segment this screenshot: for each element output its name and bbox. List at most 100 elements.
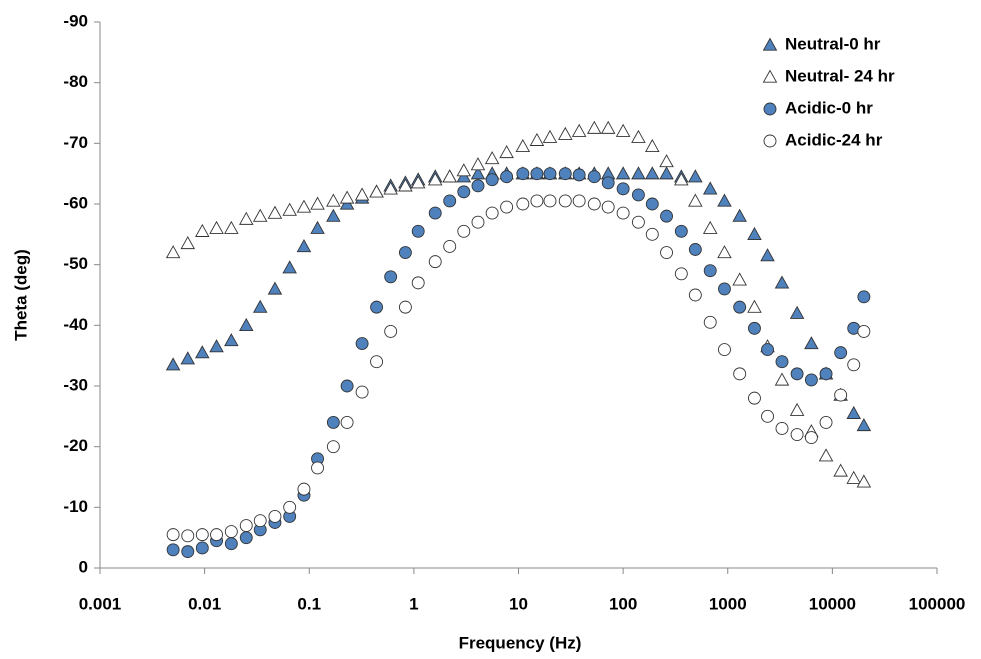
data-point	[370, 355, 384, 369]
x-tick-label: 0.1	[297, 594, 321, 613]
data-point	[857, 324, 871, 338]
data-point	[340, 379, 354, 393]
data-point	[558, 126, 573, 140]
data-point	[717, 245, 732, 259]
y-tick-label: -70	[63, 133, 88, 152]
data-point	[601, 200, 615, 214]
data-point	[703, 315, 717, 329]
legend-marker	[763, 134, 777, 148]
data-point	[296, 199, 312, 213]
data-point	[311, 461, 324, 475]
data-point	[846, 470, 861, 484]
data-point	[601, 176, 615, 190]
data-point	[195, 528, 209, 542]
data-point	[702, 220, 718, 234]
data-point	[516, 197, 530, 211]
data-point	[224, 220, 239, 234]
data-point	[660, 209, 673, 223]
data-point	[500, 170, 514, 184]
data-point	[355, 385, 369, 399]
data-point	[354, 187, 370, 201]
data-point	[267, 205, 283, 219]
data-point	[499, 145, 514, 159]
data-point	[515, 138, 531, 153]
data-point	[529, 132, 545, 146]
data-point	[660, 246, 673, 259]
data-point	[296, 239, 312, 253]
legend-marker	[762, 69, 778, 83]
y-tick-label: -90	[63, 11, 88, 30]
data-point	[267, 281, 283, 295]
data-point	[733, 300, 747, 314]
data-point	[166, 543, 180, 557]
data-point	[631, 215, 645, 229]
data-point	[856, 418, 872, 432]
data-point	[846, 405, 861, 419]
data-point	[834, 346, 848, 360]
data-point	[774, 372, 790, 386]
data-point	[180, 351, 196, 365]
data-point	[310, 220, 325, 234]
data-point	[442, 169, 457, 183]
data-point	[224, 333, 239, 347]
data-point	[209, 339, 224, 353]
data-point	[282, 202, 297, 216]
data-point	[790, 428, 804, 441]
data-point	[587, 197, 601, 211]
data-point	[166, 528, 180, 542]
data-point	[410, 175, 426, 189]
data-point	[297, 482, 311, 496]
data-point	[703, 264, 717, 278]
x-tick-label: 10000	[809, 594, 856, 613]
data-point	[789, 402, 805, 416]
data-point	[252, 208, 268, 222]
y-tick-label: -30	[63, 375, 88, 394]
data-point	[616, 206, 630, 220]
data-point	[181, 545, 195, 559]
data-point	[471, 179, 485, 193]
data-point	[747, 299, 762, 313]
data-point	[530, 167, 544, 181]
data-point	[847, 358, 861, 372]
data-point	[645, 227, 659, 241]
data-point	[398, 178, 413, 192]
data-point	[804, 336, 819, 350]
legend-label: Acidic-0 hr	[785, 98, 873, 117]
y-tick-label: -40	[63, 315, 88, 334]
data-point	[804, 373, 818, 387]
data-point	[748, 321, 761, 335]
x-tick-label: 0.01	[188, 594, 221, 613]
data-point	[659, 154, 674, 168]
data-point	[857, 290, 871, 304]
data-point	[326, 193, 341, 207]
data-point	[543, 167, 557, 181]
data-point	[645, 197, 659, 211]
data-point	[428, 206, 442, 220]
data-point	[470, 166, 486, 180]
data-point	[615, 166, 631, 180]
data-point	[674, 224, 688, 238]
data-point	[732, 272, 747, 286]
x-tick-label: 1000	[709, 594, 747, 613]
data-point	[370, 300, 384, 314]
data-point	[571, 123, 587, 137]
data-point	[398, 246, 412, 259]
x-tick-label: 100000	[909, 594, 966, 613]
data-point	[718, 343, 731, 357]
data-point	[761, 343, 774, 357]
data-point	[209, 220, 224, 234]
data-point	[542, 129, 558, 143]
data-point	[384, 324, 398, 338]
data-point	[340, 415, 354, 429]
data-point	[747, 226, 762, 240]
data-point	[718, 282, 731, 296]
data-point	[326, 208, 341, 222]
data-point	[427, 172, 443, 186]
data-point	[443, 194, 457, 208]
data-point	[485, 206, 499, 220]
x-tick-label: 10	[509, 594, 528, 613]
data-point	[471, 215, 485, 229]
legend-label: Neutral- 24 hr	[785, 66, 895, 85]
data-point	[761, 409, 774, 423]
data-point	[165, 245, 181, 259]
